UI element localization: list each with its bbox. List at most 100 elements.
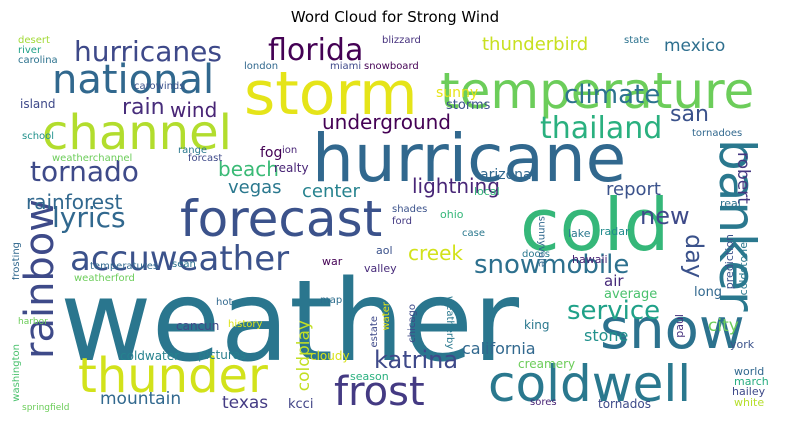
cloud-word: season	[350, 370, 389, 383]
cloud-word: washington	[12, 344, 22, 402]
cloud-word: mountain	[100, 389, 182, 409]
cloud-word: chicago	[407, 304, 418, 343]
cloud-word: sunny	[436, 85, 479, 101]
cloud-word: sean	[172, 259, 196, 270]
cloud-word: katrina	[374, 346, 459, 374]
cloud-word: thunderbird	[482, 34, 589, 55]
cloud-word: hawaii	[572, 253, 608, 266]
cloud-word: coldstone	[737, 242, 750, 296]
cloud-word: water	[381, 302, 392, 331]
cloud-word: cloudy	[310, 349, 350, 363]
cloud-word: san	[670, 102, 709, 127]
cloud-word: york	[730, 338, 755, 351]
cloud-word: center	[302, 181, 360, 202]
cloud-word: coldwater	[120, 349, 180, 363]
cloud-word: shades	[392, 204, 428, 215]
cloud-word: banker	[708, 139, 766, 312]
cloud-word: case	[462, 228, 485, 239]
cloud-word: service	[567, 296, 661, 326]
cloud-word: report	[606, 179, 661, 200]
cloud-word: radar	[600, 225, 630, 238]
cloud-word: day	[680, 234, 708, 279]
cloud-word: world	[734, 365, 765, 378]
cloud-word: rainforest	[26, 190, 123, 214]
cloud-word: creamery	[518, 357, 576, 371]
cloud-word: average	[604, 287, 658, 302]
cloud-word: paul	[673, 314, 686, 338]
cloud-word: desert	[18, 35, 50, 46]
cloud-word: cold	[520, 183, 670, 267]
cloud-word: storms	[446, 98, 491, 113]
chart-title: Word Cloud for Strong Wind	[290, 8, 500, 26]
cloud-word: city	[708, 316, 739, 336]
cloud-word: ohio	[440, 208, 464, 221]
cloud-word: doors	[522, 249, 550, 260]
cloud-word: war	[322, 255, 343, 268]
cloud-word: tornados	[598, 397, 651, 411]
cloud-word: carolina	[18, 55, 58, 66]
cloud-word: state	[624, 35, 650, 46]
cloud-word: temperature	[440, 62, 755, 120]
cloud-word: local	[474, 185, 500, 198]
cloud-word: springfield	[22, 403, 70, 413]
cloud-word: rain	[122, 95, 165, 120]
cloud-word: weatherford	[74, 273, 135, 284]
cloud-word: lyrics	[52, 201, 126, 234]
cloud-word: frosting	[12, 242, 22, 281]
cloud-word: cancun	[176, 319, 220, 333]
cloud-word: storm	[244, 59, 418, 129]
cloud-word: arizona	[480, 167, 532, 183]
cloud-word: estate	[369, 316, 380, 348]
cloud-word: lake	[568, 227, 591, 240]
cloud-word: ford	[392, 216, 412, 227]
cloud-word: march	[734, 375, 769, 388]
cloud-word: hurricane	[312, 120, 627, 197]
cloud-word: range	[178, 145, 208, 156]
cloud-word: fog	[260, 145, 283, 161]
cloud-word: pictures	[198, 348, 247, 362]
cloud-word: accuweather	[70, 239, 290, 279]
cloud-word: creek	[408, 241, 463, 265]
cloud-word: kcci	[288, 397, 314, 412]
cloud-word: national	[52, 57, 215, 103]
cloud-word: snow	[600, 297, 745, 362]
cloud-word: thunder	[78, 348, 268, 404]
cloud-word: wind	[170, 98, 218, 122]
cloud-word: blizzard	[382, 35, 421, 46]
cloud-word: air	[604, 272, 624, 290]
cloud-word: forcast	[188, 153, 223, 164]
cloud-word: miami	[330, 61, 362, 72]
cloud-word: ion	[282, 145, 298, 156]
cloud-word: island	[20, 97, 56, 111]
word-cloud: weather hurricane storm cold temperature…	[12, 34, 778, 416]
cloud-word: white	[734, 396, 765, 409]
cloud-word: king	[524, 318, 550, 332]
cloud-word: underground	[322, 110, 451, 134]
cloud-word: new	[640, 202, 690, 230]
cloud-word: temperatures	[90, 261, 159, 272]
cloud-word: tornadoes	[692, 128, 743, 139]
cloud-word: prediction	[723, 234, 736, 290]
cloud-word: frost	[334, 369, 425, 415]
cloud-word: lightning	[412, 174, 500, 198]
cloud-word: weather	[60, 257, 519, 387]
cloud-word: tornado	[30, 155, 139, 188]
cloud-word: vegas	[228, 177, 282, 198]
cloud-word: hailey	[732, 385, 766, 398]
cloud-word: valley	[364, 262, 397, 275]
cloud-word: hot	[216, 297, 233, 308]
cloud-word: sores	[530, 397, 557, 408]
cloud-word: mexico	[664, 36, 726, 56]
cloud-word: river	[18, 45, 42, 56]
cloud-word: weatherchannel	[52, 153, 133, 164]
cloud-word: forecast	[180, 190, 383, 248]
cloud-word: texas	[222, 393, 269, 413]
cloud-word: realty	[274, 161, 309, 175]
cloud-word: history	[228, 319, 263, 330]
cloud-word: london	[244, 61, 279, 72]
cloud-word: map	[320, 295, 343, 306]
cloud-word: snowboard	[364, 61, 419, 72]
cloud-word: snowmobile	[474, 250, 630, 280]
cloud-word: stone	[584, 326, 629, 345]
cloud-word: carowinds	[134, 81, 185, 92]
